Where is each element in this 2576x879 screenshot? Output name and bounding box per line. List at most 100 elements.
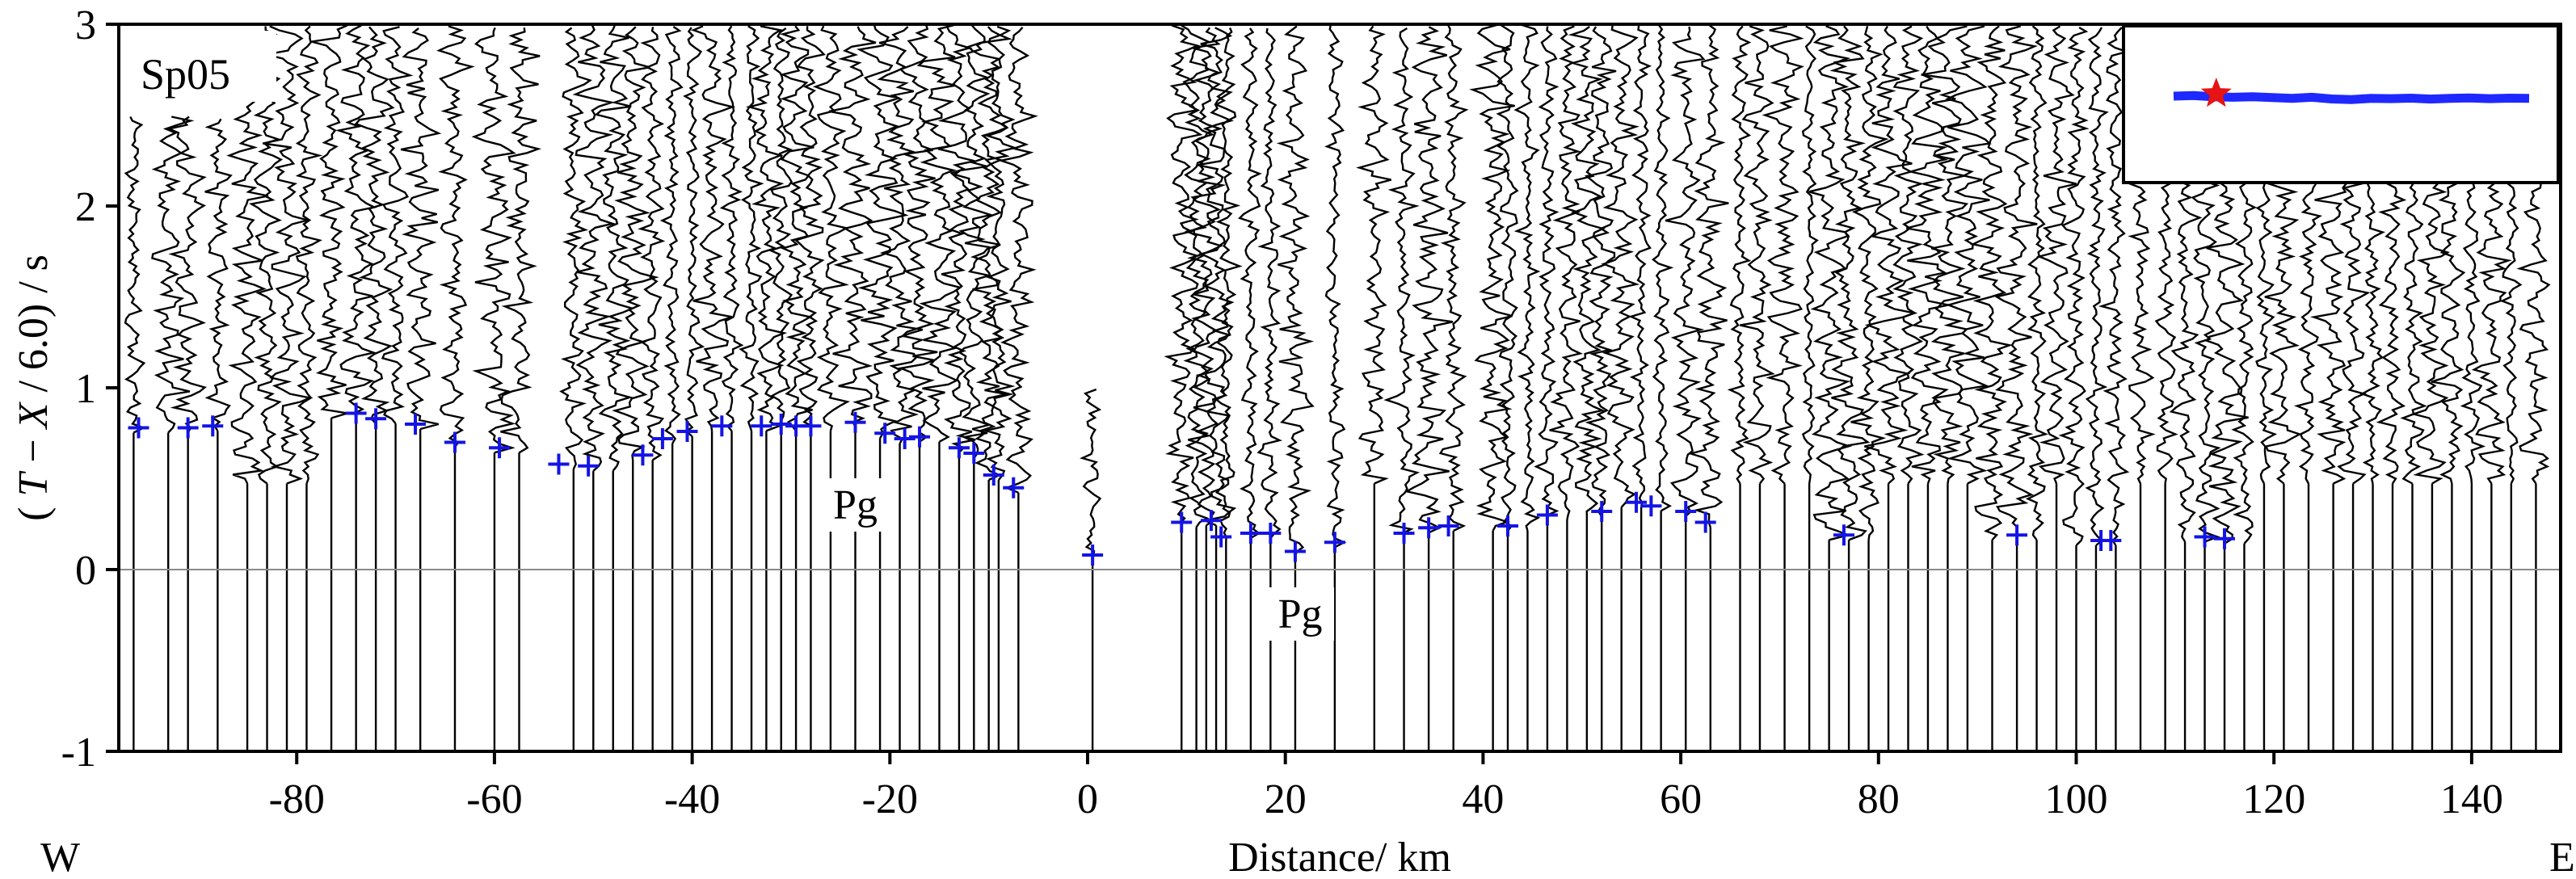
pick-marker (909, 426, 931, 448)
trace-wiggle (1686, 24, 1729, 528)
trace-wiggle (1652, 24, 1674, 512)
trace-wiggle (354, 26, 395, 425)
trace-wiggle (572, 25, 617, 472)
trace-wiggle (719, 25, 744, 432)
pick-marker (444, 431, 465, 453)
x-tick-label: 60 (1660, 776, 1702, 822)
pick-marker (874, 423, 896, 444)
pick-marker (1171, 511, 1193, 533)
pick-marker (2100, 530, 2122, 551)
phase-label-background (821, 478, 890, 532)
x-tick-label: 120 (2242, 776, 2305, 822)
phase-label-pg: Pg (833, 482, 878, 528)
trace-wiggle (1549, 25, 1584, 520)
trace-wiggle (857, 24, 909, 439)
pick-marker (1260, 523, 1282, 544)
pick-marker (963, 443, 985, 464)
trace-wiggle (897, 24, 938, 443)
trace-wiggle (1080, 388, 1102, 561)
pick-marker (1082, 545, 1104, 566)
y-tick-label: 2 (75, 184, 96, 230)
pick-marker (1210, 526, 1232, 548)
pick-marker (578, 455, 600, 477)
x-tick-label: -80 (269, 776, 325, 822)
trace-wiggle (1513, 24, 1541, 532)
trace-wiggle (1740, 25, 1775, 485)
trace-wiggle (335, 24, 377, 418)
x-tick-label: 80 (1858, 776, 1900, 822)
trace-wiggle (1762, 25, 1804, 485)
trace-wiggle (1850, 25, 1889, 540)
trace-wiggle (2359, 170, 2385, 484)
trace-wiggle (471, 27, 516, 454)
trace-wiggle (612, 26, 659, 461)
trace-wiggle (690, 25, 736, 431)
phase-annotations: Pg Pg (821, 478, 1335, 641)
pick-marker (751, 415, 772, 437)
pick-marker (1675, 501, 1697, 522)
trace-wiggle (1665, 26, 1706, 517)
pick-marker (1496, 515, 1518, 536)
trace-wiggle (2025, 25, 2049, 541)
pick-marker (405, 414, 427, 435)
trace-wiggle (638, 27, 666, 461)
pick-marker (1640, 495, 1662, 517)
trace-wiggle (1438, 24, 1469, 532)
x-tick-label: 100 (2044, 776, 2107, 822)
pick-marker (1003, 477, 1025, 498)
trace-wiggle (151, 116, 195, 434)
y-tick-label: 3 (75, 2, 96, 48)
trace-wiggle (124, 116, 146, 434)
pick-marker (2006, 524, 2028, 546)
trace-wiggle (1628, 25, 1652, 507)
trace-wiggle (1238, 27, 1262, 540)
trace-wiggle (204, 118, 233, 431)
y-axis-ticks: -1 0 1 2 3 (61, 2, 119, 776)
trace-wiggle (2431, 171, 2466, 484)
direction-east-label: E (2549, 835, 2575, 879)
trace-wiggle (2191, 172, 2221, 543)
trace-wiggle (793, 26, 826, 431)
trace-wiggle (311, 24, 348, 419)
trace-wiggle (982, 25, 1019, 481)
pick-marker (1418, 517, 1440, 539)
trace-wiggle (1601, 25, 1640, 508)
trace-wiggle (2264, 170, 2303, 485)
pick-marker (128, 417, 149, 439)
trace-wiggle (1993, 25, 2039, 540)
pick-marker (1200, 510, 1222, 532)
pick-marker (1437, 515, 1459, 536)
trace-wiggle (2399, 170, 2427, 485)
trace-wiggle (1404, 26, 1454, 534)
x-tick-label: 140 (2440, 776, 2503, 822)
trace-wiggle (2085, 27, 2109, 546)
trace-wiggle (2376, 170, 2407, 485)
trace-wiggle (1324, 25, 1347, 549)
trace-wiggle (500, 27, 542, 454)
trace-wiggle (594, 25, 636, 472)
pick-marker (2214, 528, 2236, 549)
pick-marker (800, 415, 822, 437)
direction-west-label: W (40, 835, 80, 879)
pick-marker (676, 421, 698, 442)
trace-wiggle (1355, 25, 1392, 485)
pick-marker (632, 444, 654, 466)
trace-wiggle (1187, 27, 1227, 527)
trace-wiggle (1945, 25, 1992, 485)
trace-wiggle (1969, 25, 2014, 541)
x-tick-label: -60 (466, 776, 522, 822)
x-axis-ticks: -80 -60 -40 -20 0 20 40 60 80 100 120 140 (269, 751, 2503, 822)
trace-wiggle (828, 26, 877, 428)
trace-wiggle (1195, 27, 1237, 527)
trace-wiggle (745, 25, 788, 432)
x-tick-label: 0 (1077, 776, 1098, 822)
trace-wiggle (2337, 170, 2371, 485)
trace-wiggle (248, 26, 284, 485)
pick-marker (711, 415, 733, 437)
trace-wiggle (2294, 170, 2323, 485)
pick-marker (489, 437, 511, 459)
pick-marker (1591, 501, 1613, 522)
pick-marker (1694, 511, 1716, 533)
pick-marker (770, 414, 792, 435)
y-tick-label: 0 (75, 548, 96, 594)
